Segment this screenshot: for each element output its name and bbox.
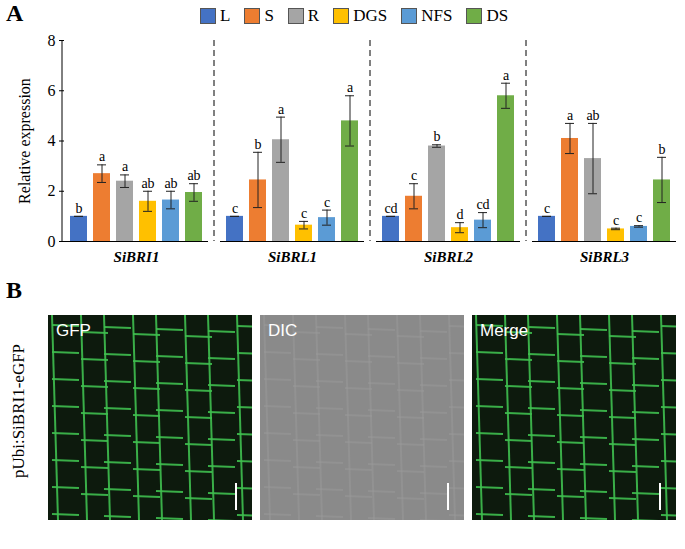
svg-text:d: d <box>457 207 464 222</box>
svg-text:b: b <box>255 137 262 152</box>
html-text:B: B <box>6 277 22 303</box>
svg-text:c: c <box>613 213 619 228</box>
html-text:S: S <box>264 6 274 25</box>
svg-text:Relative expression: Relative expression <box>16 78 34 204</box>
svg-text:SiBRI1: SiBRI1 <box>114 249 160 265</box>
svg-text:SiBRL3: SiBRL3 <box>580 249 630 265</box>
svg-text:b: b <box>76 201 83 216</box>
svg-text:0: 0 <box>48 233 56 250</box>
html-text:DGS: DGS <box>353 6 388 25</box>
html-text:NFS: NFS <box>421 6 453 25</box>
svg-text:a: a <box>278 102 285 117</box>
svg-text:2: 2 <box>48 182 56 199</box>
svg-text:8: 8 <box>48 32 56 49</box>
svg-text:b: b <box>659 142 666 157</box>
svg-text:a: a <box>347 80 354 95</box>
svg-text:cd: cd <box>384 201 397 216</box>
svg-text:SiBRL2: SiBRL2 <box>424 249 474 265</box>
html-text:L: L <box>220 6 231 25</box>
svg-text:a: a <box>567 108 574 123</box>
html-text:pUbi:SiBRI1-eGFP: pUbi:SiBRI1-eGFP <box>9 343 28 479</box>
svg-text:cd: cd <box>476 197 489 212</box>
html-text:GFP: GFP <box>56 321 91 340</box>
html-text:Merge: Merge <box>480 321 529 340</box>
svg-text:c: c <box>411 168 417 183</box>
svg-text:c: c <box>544 201 550 216</box>
html-text:A: A <box>6 0 24 26</box>
svg-text:ab: ab <box>164 176 177 191</box>
svg-text:ab: ab <box>586 108 599 123</box>
svg-text:c: c <box>324 195 330 210</box>
svg-text:ab: ab <box>187 168 200 183</box>
svg-text:c: c <box>232 201 238 216</box>
html-text:R: R <box>307 6 320 25</box>
html-text:DIC: DIC <box>268 321 298 340</box>
svg-text:a: a <box>122 159 129 174</box>
svg-text:SiBRL1: SiBRL1 <box>268 249 317 265</box>
svg-text:a: a <box>503 68 510 83</box>
svg-text:b: b <box>434 129 441 144</box>
svg-text:6: 6 <box>48 82 56 99</box>
svg-text:c: c <box>301 206 307 221</box>
svg-text:a: a <box>99 149 106 164</box>
html-text:DS: DS <box>486 6 509 25</box>
svg-text:c: c <box>636 210 642 225</box>
svg-text:ab: ab <box>141 176 154 191</box>
svg-text:4: 4 <box>48 132 56 149</box>
